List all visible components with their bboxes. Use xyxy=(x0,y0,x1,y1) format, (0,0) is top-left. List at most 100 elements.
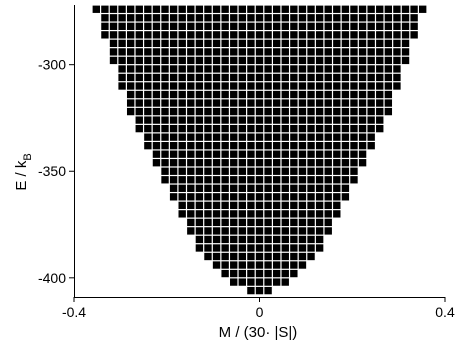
dos-cell xyxy=(264,159,272,167)
dos-cell xyxy=(333,107,341,116)
dos-cell xyxy=(290,82,298,90)
dos-cell xyxy=(161,116,169,124)
dos-cell xyxy=(307,31,315,39)
dos-cell xyxy=(401,14,410,22)
dos-cell xyxy=(324,184,332,192)
dos-cell xyxy=(367,22,375,30)
dos-cell xyxy=(230,176,238,184)
dos-cell xyxy=(187,116,195,124)
dos-cell xyxy=(195,116,204,124)
dos-cell xyxy=(152,124,161,133)
dos-cell xyxy=(238,31,247,39)
dos-cell xyxy=(221,31,229,39)
dos-cell xyxy=(307,159,315,167)
dos-cell xyxy=(212,90,221,99)
dos-cell xyxy=(333,99,341,107)
dos-cell xyxy=(92,5,100,13)
x-axis-label: M / (30· |S|) xyxy=(219,324,298,341)
dos-cell xyxy=(238,56,247,65)
dos-cell xyxy=(273,244,281,252)
dos-cell xyxy=(281,73,289,82)
dos-cell xyxy=(264,99,272,107)
x-tick-label: 0 xyxy=(256,304,264,320)
dos-cell xyxy=(290,252,298,261)
dos-cell xyxy=(358,99,367,107)
dos-cell xyxy=(273,39,281,48)
dos-cell xyxy=(341,5,350,13)
dos-cell xyxy=(204,167,212,175)
dos-cell xyxy=(272,184,281,192)
dos-cell xyxy=(212,201,221,210)
y-tick-label: -350 xyxy=(38,163,66,179)
dos-cell xyxy=(350,73,358,82)
dos-cell xyxy=(367,56,375,65)
dos-cell xyxy=(324,167,332,175)
dos-cell xyxy=(230,5,238,13)
dos-cell xyxy=(255,150,264,158)
dos-cell xyxy=(273,14,281,22)
dos-cell xyxy=(281,90,289,99)
dos-cell xyxy=(264,150,272,158)
dos-cell xyxy=(264,278,272,286)
dos-cell xyxy=(238,99,247,107)
dos-cell xyxy=(187,22,195,30)
y-axis-label-main: E / k xyxy=(13,160,30,191)
dos-cell xyxy=(101,31,109,39)
dos-cell xyxy=(367,65,375,73)
dos-cell xyxy=(221,167,229,175)
dos-cell xyxy=(221,99,229,107)
dos-cell xyxy=(169,167,178,175)
dos-cell xyxy=(161,99,169,107)
dos-cell xyxy=(204,193,212,201)
dos-cell xyxy=(221,227,229,235)
dos-cell xyxy=(187,90,195,99)
dos-cell xyxy=(281,116,289,124)
dos-cell xyxy=(204,124,212,133)
dos-cell xyxy=(272,5,281,13)
dos-cell xyxy=(264,90,272,99)
dos-cell xyxy=(126,107,135,116)
dos-cell xyxy=(298,176,307,184)
dos-cell xyxy=(315,90,324,99)
dos-cell xyxy=(135,99,143,107)
dos-cell xyxy=(298,124,307,133)
dos-cell xyxy=(195,56,204,65)
dos-cell xyxy=(376,124,384,133)
dos-cell xyxy=(247,218,255,227)
dos-cell xyxy=(238,39,247,48)
dos-cell xyxy=(281,159,289,167)
dos-cell xyxy=(324,99,332,107)
dos-cell xyxy=(315,218,324,227)
dos-cell xyxy=(264,218,272,227)
dos-cell xyxy=(367,124,375,133)
dos-cell xyxy=(221,65,229,73)
dos-cell xyxy=(255,99,264,107)
dos-cell xyxy=(324,56,332,65)
dos-cell xyxy=(204,99,212,107)
dos-cell xyxy=(315,210,324,218)
dos-cell xyxy=(255,218,264,227)
dos-cell xyxy=(212,39,221,48)
dos-cell xyxy=(152,39,161,48)
dos-cell xyxy=(238,201,247,210)
dos-cell xyxy=(281,201,289,210)
dos-cell xyxy=(247,269,255,278)
dos-cell xyxy=(109,48,118,56)
dos-cell xyxy=(127,14,135,22)
dos-cell xyxy=(324,5,332,13)
dos-cell xyxy=(204,201,212,210)
dos-cell xyxy=(298,210,307,218)
dos-cell xyxy=(272,193,281,201)
dos-cell xyxy=(315,227,324,235)
dos-cell xyxy=(126,39,135,48)
dos-cell xyxy=(376,90,384,99)
dos-cell xyxy=(126,65,135,73)
dos-cell xyxy=(144,31,152,39)
dos-cell xyxy=(376,31,384,39)
dos-cell xyxy=(195,39,204,48)
dos-cell xyxy=(401,39,410,48)
dos-cell xyxy=(358,124,367,133)
dos-cell xyxy=(221,22,229,30)
dos-cell xyxy=(187,201,195,210)
dos-cell xyxy=(350,107,358,116)
